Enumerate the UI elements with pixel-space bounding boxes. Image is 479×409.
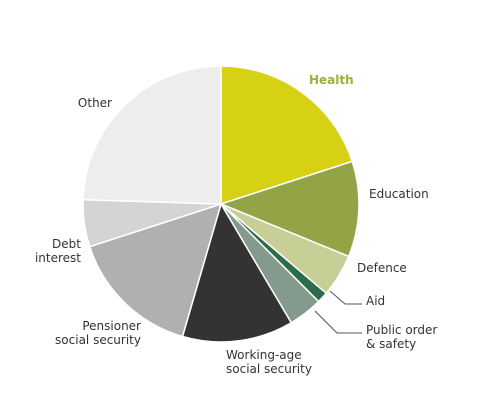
- slice-label-line: Debt: [52, 237, 81, 251]
- slice-label-defence: Defence: [357, 261, 407, 275]
- slice-education: [220, 160, 360, 258]
- slice-label-line: Aid: [366, 294, 385, 308]
- slice-label-line: social security: [226, 362, 312, 376]
- slice-health: [220, 65, 353, 205]
- slice-label-line: Health: [309, 73, 354, 87]
- slice-label-health: Health: [309, 73, 354, 87]
- slice-label-education: Education: [369, 187, 429, 201]
- slice-label-line: Education: [369, 187, 429, 201]
- leader-line-aid: [329, 290, 362, 305]
- slice-label-line: Pensioner: [82, 319, 141, 333]
- slice-working-age-social-security: [181, 203, 292, 343]
- leader-line-public-order-and-safety: [314, 310, 362, 334]
- slice-label-working-age-social-security: Working-age social security: [226, 348, 312, 376]
- slice-label-line: social security: [55, 333, 141, 347]
- slice-label-pensioner-social-security: Pensioner social security: [55, 319, 141, 347]
- slice-label-line: Other: [78, 96, 112, 110]
- slice-label-debt-interest: Debt interest: [35, 237, 81, 265]
- slice-label-line: interest: [35, 251, 81, 265]
- slice-label-other: Other: [78, 96, 112, 110]
- slice-label-aid: Aid: [366, 294, 385, 308]
- slice-label-line: Public order: [366, 323, 437, 337]
- slice-pensioner-social-security: [89, 203, 222, 338]
- slice-label-public-order-and-safety: Public order & safety: [366, 323, 437, 351]
- slice-label-line: Defence: [357, 261, 407, 275]
- slice-label-line: Working-age: [226, 348, 302, 362]
- slice-label-line: & safety: [366, 337, 416, 351]
- slice-other: [82, 65, 222, 205]
